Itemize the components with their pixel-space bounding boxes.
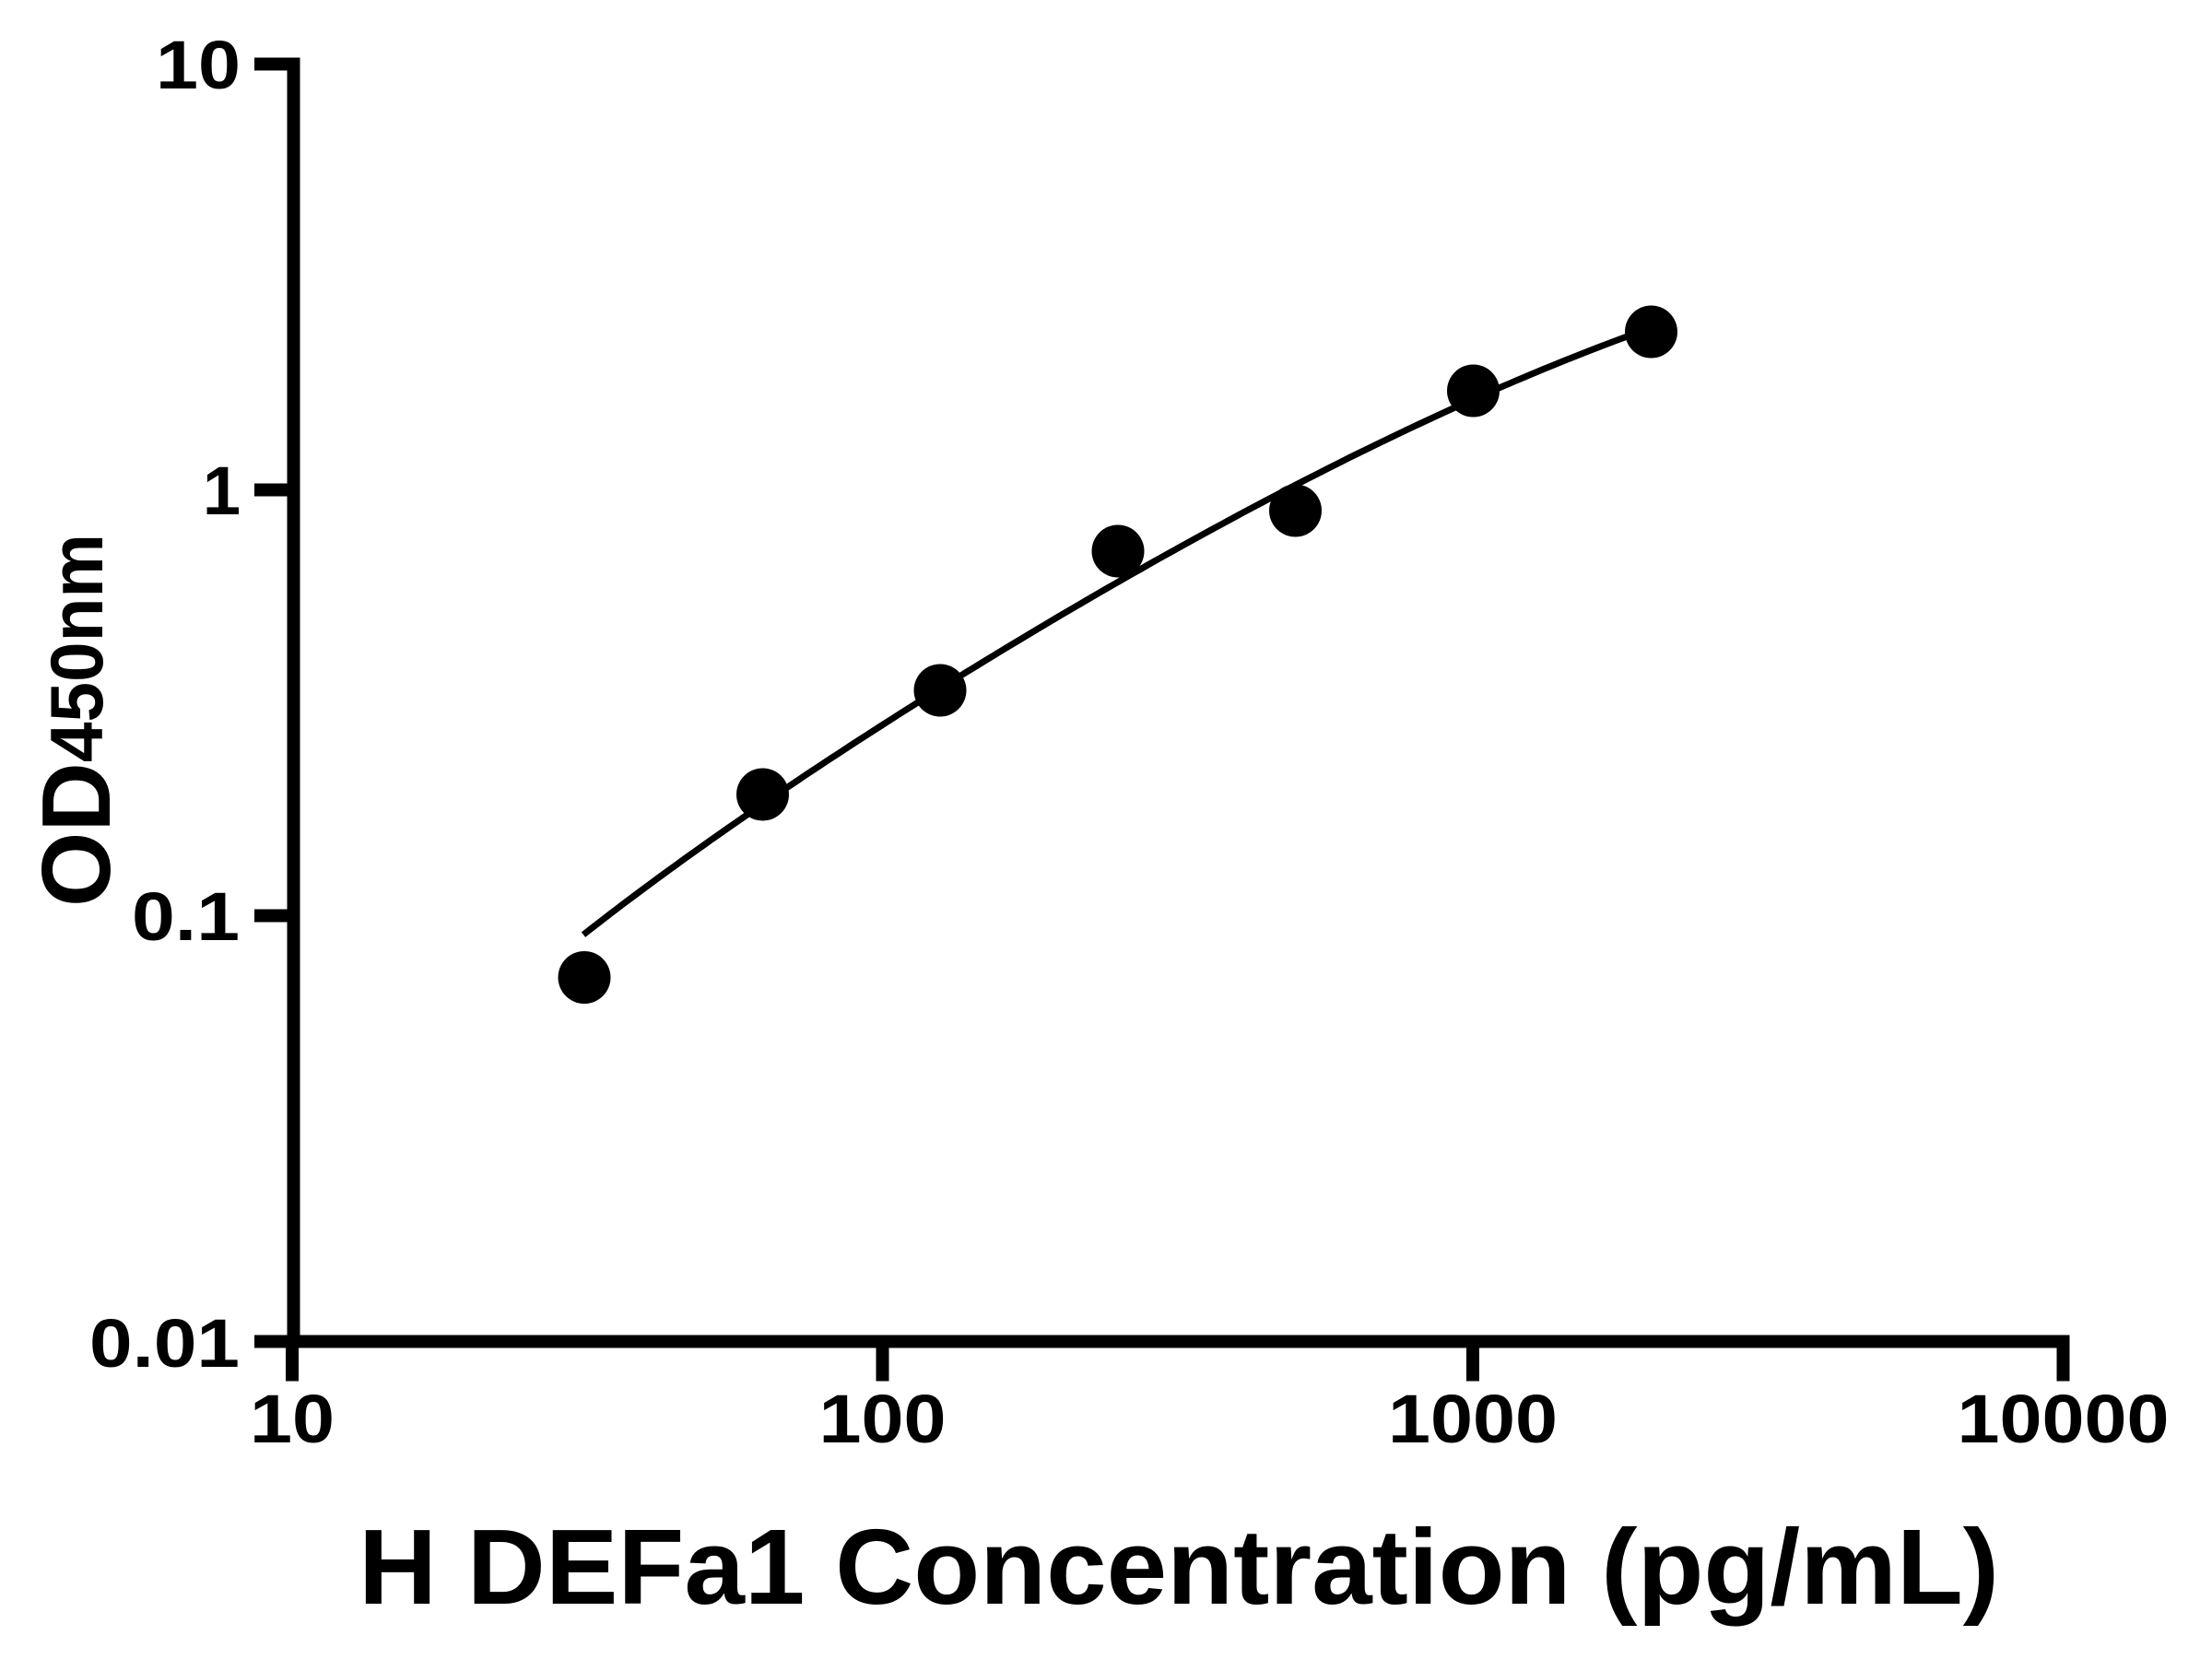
svg-text:0.01: 0.01 <box>89 1305 240 1382</box>
svg-text:10000: 10000 <box>1958 1381 2170 1457</box>
svg-text:H DEFa1 Concentration (pg/mL): H DEFa1 Concentration (pg/mL) <box>359 1507 1999 1627</box>
svg-text:100: 100 <box>819 1381 947 1457</box>
svg-text:0.1: 0.1 <box>132 878 240 955</box>
svg-text:1000: 1000 <box>1388 1381 1558 1457</box>
svg-text:10: 10 <box>156 27 241 103</box>
svg-text:1: 1 <box>203 453 241 529</box>
svg-text:10: 10 <box>250 1381 335 1457</box>
svg-text:OD450nm: OD450nm <box>22 534 131 907</box>
